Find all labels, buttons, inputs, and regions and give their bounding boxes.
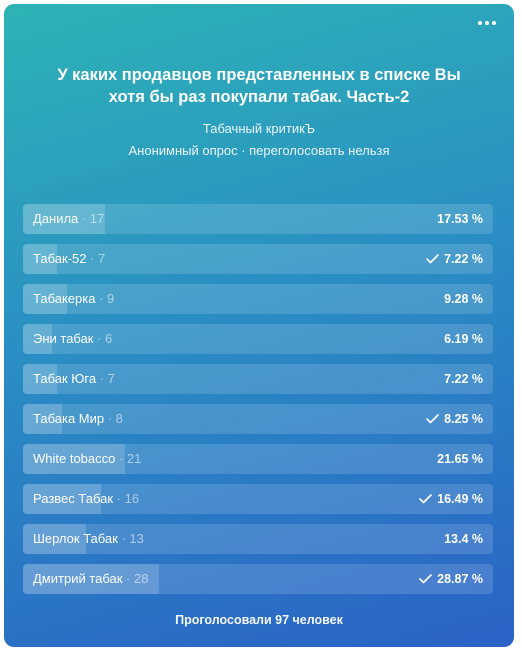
poll-option-label: Эни табак · 6 <box>33 324 112 354</box>
poll-option-label: Шерлок Табак · 13 <box>33 524 144 554</box>
poll-option-fill <box>23 444 125 474</box>
checkmark-icon <box>419 574 432 584</box>
poll-card: У каких продавцов представленных в списк… <box>4 4 514 647</box>
poll-option-percent-wrap: 9.28 % <box>444 284 483 314</box>
poll-option-percent-wrap: 7.22 % <box>444 364 483 394</box>
poll-option[interactable]: Табака Мир · 8 8.25 % <box>23 404 493 434</box>
poll-option-percent-wrap: 17.53 % <box>437 204 483 234</box>
poll-votes-total[interactable]: Проголосовали 97 человек <box>175 613 343 627</box>
more-dot-icon <box>485 21 489 25</box>
poll-option[interactable]: Дмитрий табак · 28 28.87 % <box>23 564 493 594</box>
poll-option-name: Развес Табак <box>33 491 114 506</box>
poll-option[interactable]: White tobacco · 21 21.65 % <box>23 444 493 474</box>
checkmark-icon <box>426 254 439 264</box>
poll-option-name: Табакерка <box>33 291 96 306</box>
poll-option-percent: 16.49 % <box>437 492 483 506</box>
poll-option-label: Табака Мир · 8 <box>33 404 123 434</box>
poll-option-percent-wrap: 13.4 % <box>444 524 483 554</box>
poll-option[interactable]: Табакерка · 9 9.28 % <box>23 284 493 314</box>
poll-option-percent: 9.28 % <box>444 292 483 306</box>
poll-option-percent-wrap: 28.87 % <box>419 564 483 594</box>
poll-title: У каких продавцов представленных в списк… <box>57 66 461 106</box>
poll-option-count: · 13 <box>117 531 144 546</box>
more-options-button[interactable] <box>474 14 500 32</box>
poll-option-label: Табак Юга · 7 <box>33 364 115 394</box>
poll-option-label: Развес Табак · 16 <box>33 484 139 514</box>
poll-option-percent: 7.22 % <box>444 372 483 386</box>
poll-option-percent-wrap: 21.65 % <box>437 444 483 474</box>
poll-option-fill <box>23 284 67 314</box>
poll-option[interactable]: Шерлок Табак · 13 13.4 % <box>23 524 493 554</box>
poll-option-percent: 13.4 % <box>444 532 483 546</box>
poll-option[interactable]: Эни табак · 6 6.19 % <box>23 324 493 354</box>
poll-option-label: Дмитрий табак · 28 <box>33 564 148 594</box>
poll-option-name: Дмитрий табак <box>33 571 123 586</box>
poll-option-fill <box>23 204 106 234</box>
more-dot-icon <box>478 21 482 25</box>
poll-option-count: · 6 <box>93 331 113 346</box>
poll-option-percent: 7.22 % <box>444 252 483 266</box>
poll-option-percent: 28.87 % <box>437 572 483 586</box>
poll-meta: Анонимный опрос · переголосовать нельзя <box>128 143 390 158</box>
poll-option-name: Шерлок Табак <box>33 531 118 546</box>
poll-option-name: Табак-52 <box>33 251 87 266</box>
checkmark-icon <box>419 494 432 504</box>
poll-option-fill <box>23 404 62 434</box>
poll-option-count: · 8 <box>104 411 123 426</box>
checkmark-icon <box>426 414 439 424</box>
poll-option-fill <box>23 484 101 514</box>
poll-option[interactable]: Табак-52 · 7 7.22 % <box>23 244 493 274</box>
poll-option-count: · 28 <box>122 571 149 586</box>
poll-option-fill <box>23 364 57 394</box>
poll-option-label: White tobacco · 21 <box>33 444 141 474</box>
poll-option-percent: 17.53 % <box>437 212 483 226</box>
poll-option-count: · 9 <box>95 291 115 306</box>
poll-option-percent-wrap: 8.25 % <box>426 404 483 434</box>
poll-option-percent: 8.25 % <box>444 412 483 426</box>
poll-option-name: Табак Юга <box>33 371 97 386</box>
poll-option-count: · 16 <box>113 491 140 506</box>
more-dot-icon <box>492 21 496 25</box>
poll-option[interactable]: Развес Табак · 16 16.49 % <box>23 484 493 514</box>
poll-option-fill <box>23 244 57 274</box>
poll-option-fill <box>23 564 159 594</box>
poll-option-name: White tobacco <box>33 451 116 466</box>
poll-option-label: Данила · 17 <box>33 204 104 234</box>
poll-option-percent: 21.65 % <box>437 452 483 466</box>
poll-option-fill <box>23 324 53 354</box>
poll-option-percent-wrap: 6.19 % <box>444 324 483 354</box>
poll-option[interactable]: Данила · 17 17.53 % <box>23 204 493 234</box>
poll-option-percent: 6.19 % <box>444 332 483 346</box>
poll-option-count: · 17 <box>78 211 105 226</box>
poll-option-label: Табак-52 · 7 <box>33 244 105 274</box>
poll-option-percent-wrap: 16.49 % <box>419 484 483 514</box>
poll-option-name: Табака Мир <box>33 411 105 426</box>
poll-option-count: · 21 <box>115 451 142 466</box>
poll-option-count: · 7 <box>86 251 106 266</box>
poll-options: Данила · 17 17.53 % Табак-52 · 7 7.22 % Таба… <box>23 204 493 604</box>
poll-option-fill <box>23 524 86 554</box>
poll-option-name: Эни табак <box>33 331 94 346</box>
poll-author[interactable]: Табачный критикЪ <box>202 121 316 136</box>
poll-option-label: Табакерка · 9 <box>33 284 114 314</box>
poll-option-name: Данила <box>33 211 79 226</box>
poll-option-count: · 7 <box>96 371 115 386</box>
poll-option[interactable]: Табак Юга · 7 7.22 % <box>23 364 493 394</box>
poll-option-percent-wrap: 7.22 % <box>426 244 483 274</box>
